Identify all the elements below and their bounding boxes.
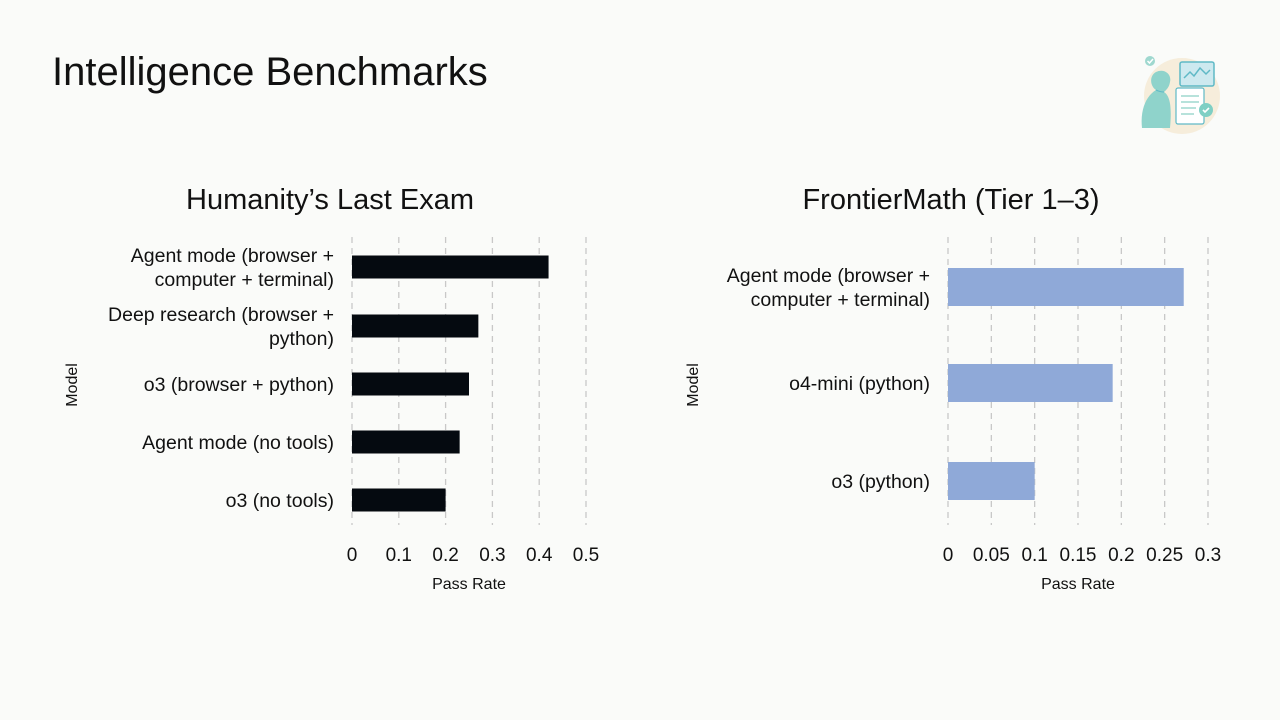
x-tick-label: 0.05 (973, 545, 1010, 566)
category-label: Agent mode (browser + (727, 265, 930, 287)
chart-title: FrontierMath (Tier 1–3) (802, 184, 1099, 216)
category-label: o4-mini (python) (789, 373, 930, 395)
x-tick-label: 0.3 (1195, 545, 1221, 566)
x-tick-label: 0.1 (1021, 545, 1047, 566)
category-label: Agent mode (no tools) (142, 432, 334, 454)
x-tick-label: 0 (943, 545, 954, 566)
x-tick-label: 0.15 (1060, 545, 1097, 566)
bar (352, 372, 469, 396)
x-tick-label: 0.25 (1146, 545, 1183, 566)
x-tick-label: 0.4 (526, 545, 553, 566)
x-tick-label: 0.2 (1108, 545, 1134, 566)
category-label: Deep research (browser + (108, 304, 334, 326)
category-label: computer + terminal) (155, 269, 334, 291)
x-tick-label: 0 (347, 545, 358, 566)
chart-title: Humanity’s Last Exam (186, 184, 474, 216)
category-label: o3 (python) (831, 471, 930, 493)
category-label: Agent mode (browser + (131, 245, 334, 267)
bar (948, 268, 1184, 306)
category-label: o3 (no tools) (226, 490, 334, 512)
hle-chart-svg: Humanity’s Last Exam Agent mode (browser… (64, 184, 599, 593)
slide-title: Intelligence Benchmarks (52, 50, 488, 94)
frontiermath-chart: FrontierMath (Tier 1–3) Agent mode (brow… (660, 175, 1260, 605)
y-axis-label: Model (64, 363, 81, 407)
x-tick-label: 0.1 (386, 545, 412, 566)
x-axis-label: Pass Rate (432, 576, 506, 593)
ai-assistant-illustration-icon (1136, 52, 1222, 136)
x-axis-label: Pass Rate (1041, 576, 1115, 593)
x-tick-label: 0.5 (573, 545, 599, 566)
y-axis-label: Model (685, 363, 702, 407)
hle-chart: Humanity’s Last Exam Agent mode (browser… (40, 175, 640, 605)
bar (948, 364, 1113, 402)
bar (948, 462, 1035, 500)
x-tick-label: 0.2 (432, 545, 458, 566)
x-tick-label: 0.3 (479, 545, 505, 566)
category-label: o3 (browser + python) (144, 374, 334, 396)
category-label: computer + terminal) (751, 289, 930, 311)
frontiermath-chart-svg: FrontierMath (Tier 1–3) Agent mode (brow… (685, 184, 1221, 593)
bar (352, 430, 460, 454)
bar (352, 488, 446, 512)
bar (352, 255, 549, 279)
bar (352, 314, 479, 338)
category-label: python) (269, 328, 334, 350)
